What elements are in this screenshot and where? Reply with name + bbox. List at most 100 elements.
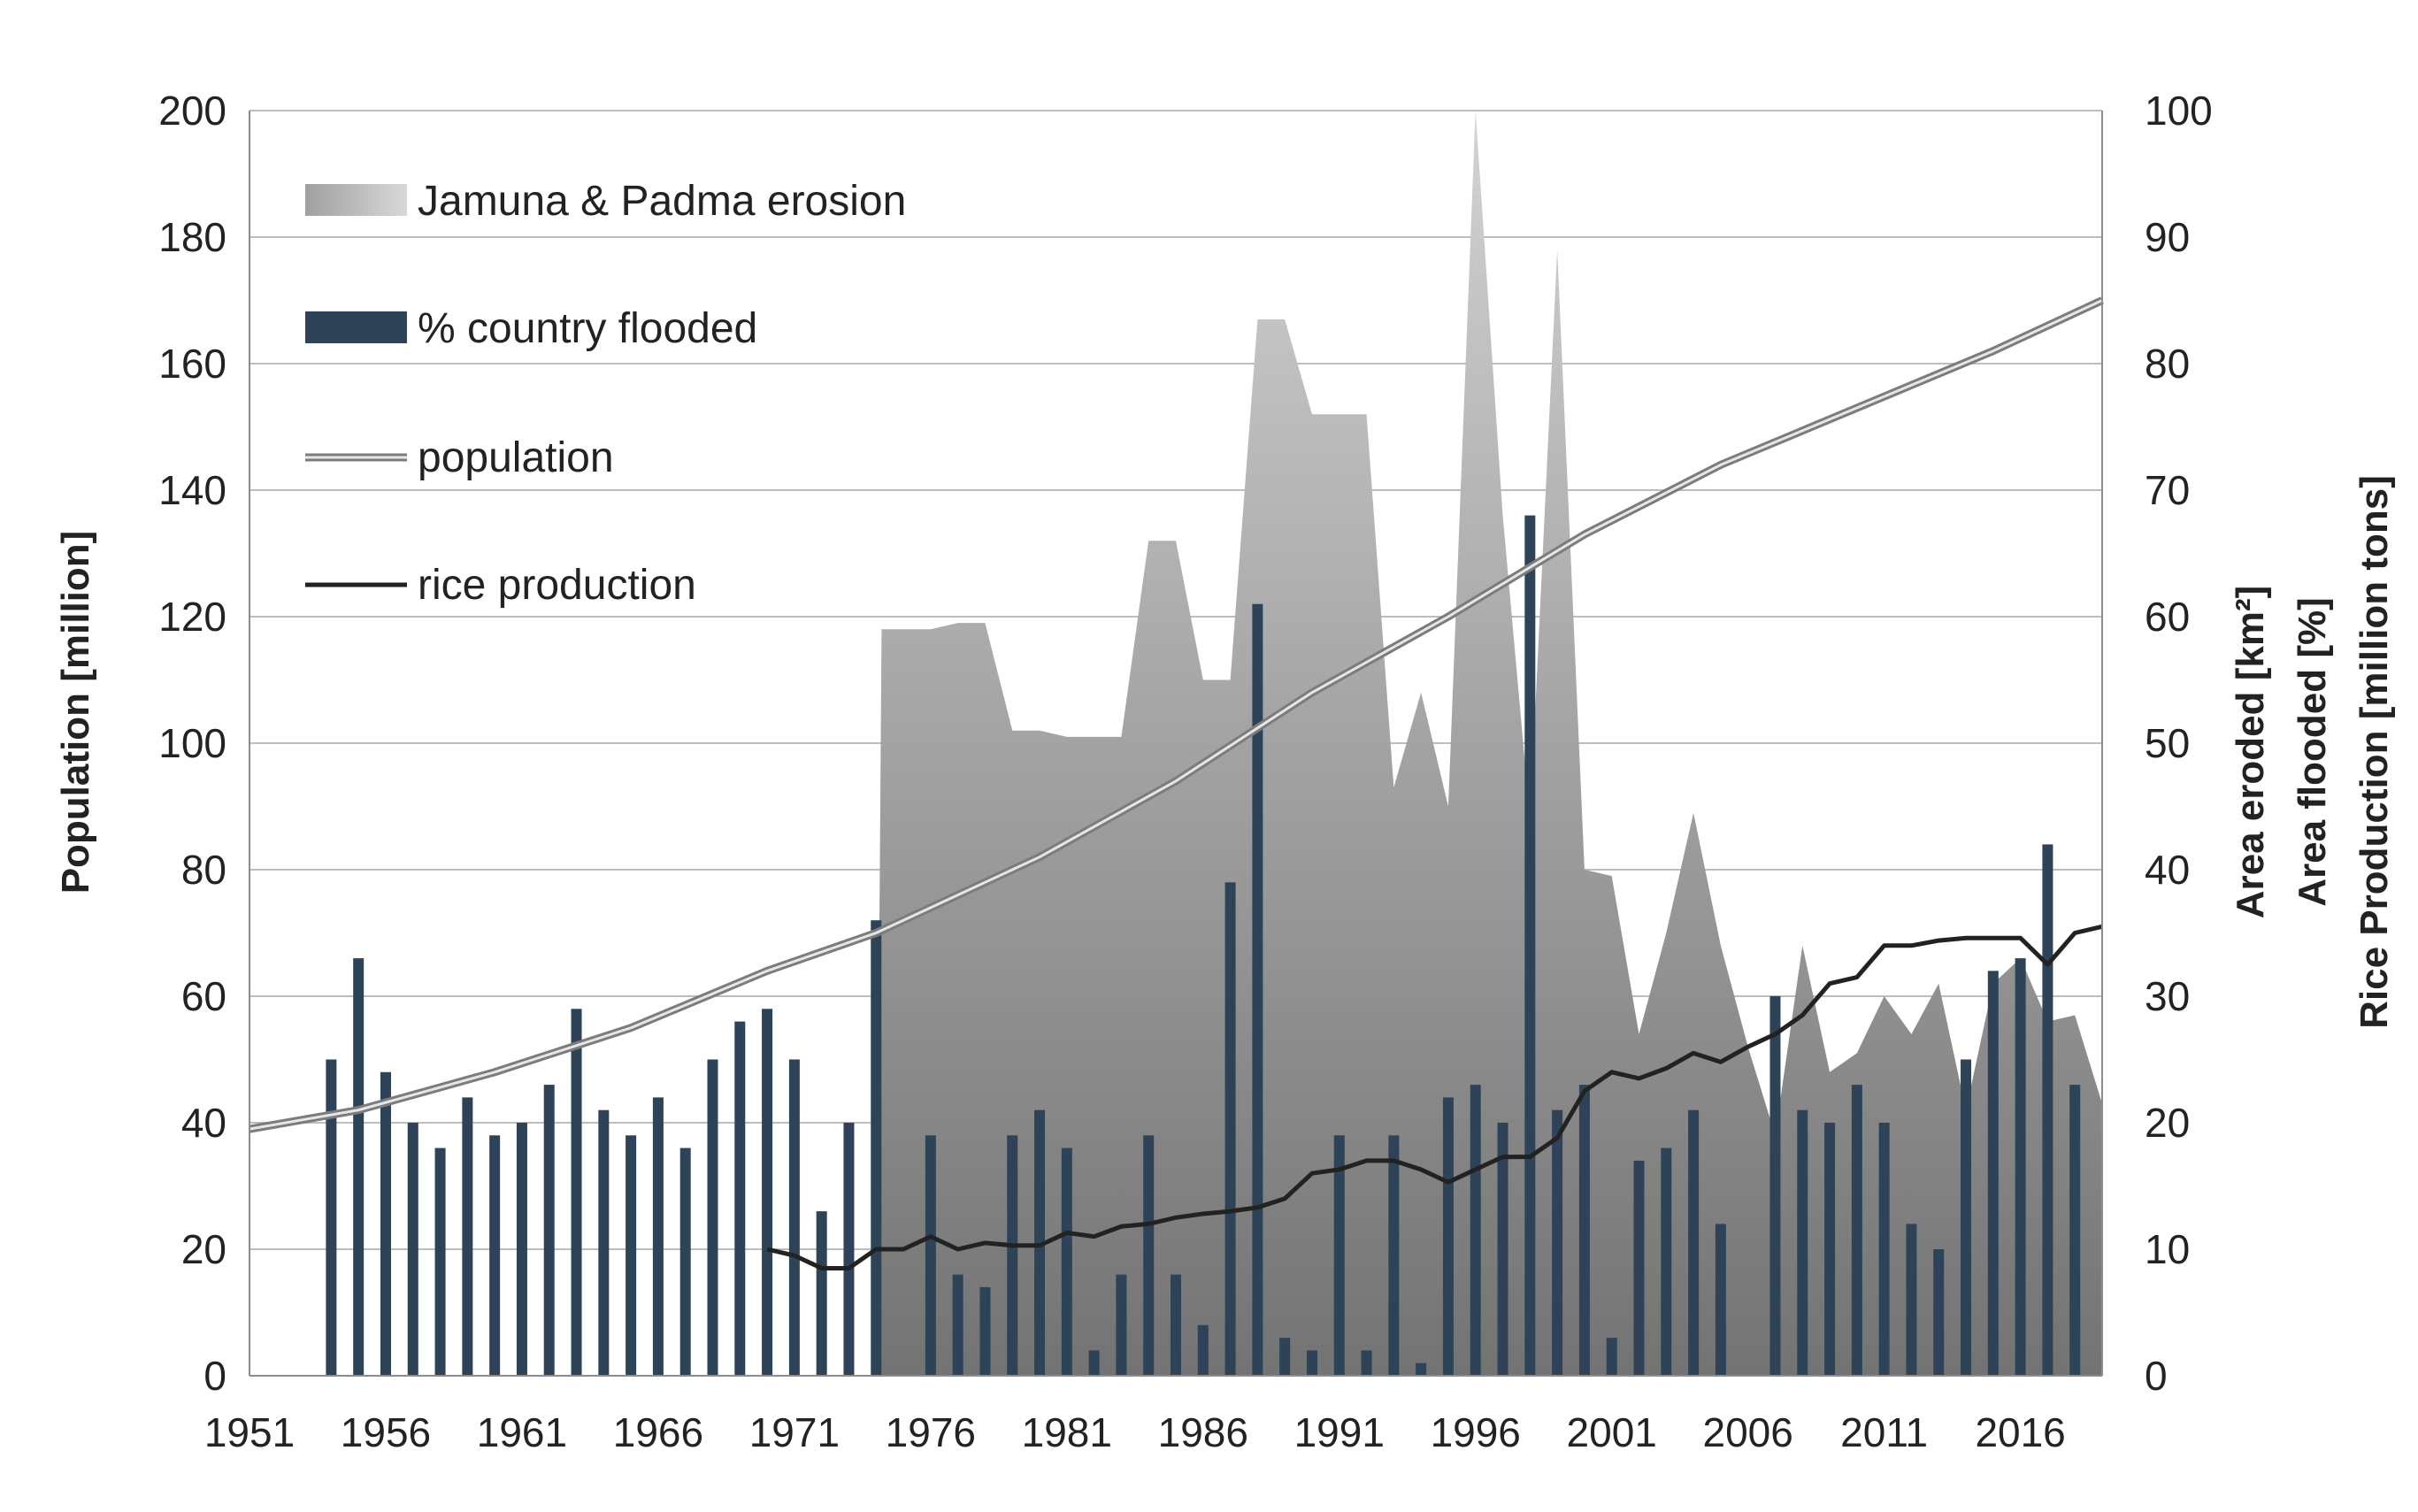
x-tick-label: 2016 (1975, 1409, 2065, 1455)
flood-bar (1797, 1109, 1808, 1376)
right-tick-label: 20 (2145, 1100, 2190, 1146)
flood-bar (952, 1274, 963, 1376)
flood-bar (1851, 1085, 1862, 1376)
right-tick-label: 50 (2145, 720, 2190, 766)
legend-label-erosion: Jamuna & Padma erosion (418, 178, 906, 225)
flood-bar (571, 1009, 582, 1376)
flood-bars (326, 515, 2081, 1376)
flood-bar (1224, 882, 1236, 1376)
left-tick-label: 80 (181, 847, 226, 893)
flood-bar (762, 1009, 773, 1376)
flood-bar (1061, 1147, 1072, 1376)
left-tick-label: 160 (158, 341, 226, 387)
flood-bar (1769, 996, 1781, 1376)
x-tick-label: 1976 (886, 1409, 976, 1455)
legend-item-erosion: Jamuna & Padma erosion (305, 178, 906, 225)
flood-bar (1878, 1123, 1890, 1376)
flood-bar (626, 1135, 637, 1376)
left-tick-label: 100 (158, 720, 226, 766)
flood-bar (516, 1123, 527, 1376)
flood-bar (1987, 971, 1999, 1376)
flood-bar (489, 1135, 501, 1376)
flood-bar (1279, 1338, 1291, 1376)
flood-bar (1933, 1249, 1945, 1376)
flood-bar (1552, 1109, 1563, 1376)
left-axis-ticks: 0 20 40 60 80 100 120 140 160 180 200 (158, 88, 226, 1399)
flood-bar (1578, 1085, 1590, 1376)
legend-label-rice: rice production (418, 562, 696, 609)
flood-bar (925, 1135, 936, 1376)
right-tick-label: 60 (2145, 594, 2190, 640)
flood-bar (2069, 1085, 2081, 1376)
flood-bar (979, 1286, 991, 1376)
right-axis-titles: Area eroded [km²] Area flooded [%] Rice … (2229, 475, 2396, 1029)
erosion-area (876, 111, 2103, 1376)
flood-bar (1143, 1135, 1155, 1376)
flood-bar (1470, 1085, 1481, 1376)
flood-bar (816, 1211, 827, 1376)
right-tick-label: 70 (2145, 467, 2190, 513)
flood-bar (679, 1147, 691, 1376)
flood-bar (1824, 1123, 1836, 1376)
flood-bar (1361, 1350, 1372, 1376)
left-tick-label: 140 (158, 467, 226, 513)
right-tick-label: 30 (2145, 973, 2190, 1019)
x-tick-label: 1971 (749, 1409, 840, 1455)
flood-bar (326, 1059, 337, 1376)
flood-bar (1524, 515, 1536, 1376)
legend-label-flooded: % country flooded (418, 305, 757, 352)
flood-bar (1688, 1109, 1700, 1376)
flood-bar (1116, 1274, 1127, 1376)
flood-bar (1171, 1274, 1181, 1376)
flood-bar (543, 1085, 555, 1376)
x-tick-label: 1996 (1431, 1409, 1521, 1455)
flood-bar (1088, 1350, 1100, 1376)
legend-item-flooded: % country flooded (305, 305, 757, 352)
x-tick-label: 2001 (1567, 1409, 1657, 1455)
flood-bar (2015, 958, 2026, 1376)
population-line-highlight (249, 299, 2103, 1131)
flood-bar (1661, 1147, 1672, 1376)
flood-bar (1306, 1350, 1317, 1376)
left-tick-label: 0 (203, 1353, 226, 1399)
flood-bar (1007, 1135, 1018, 1376)
right-tick-label: 90 (2145, 214, 2190, 260)
flood-bar (1906, 1224, 1917, 1376)
flood-bar (1034, 1109, 1046, 1376)
right-axis-ticks: 0 10 20 30 40 50 60 70 80 90 100 (2145, 88, 2213, 1399)
right-axis-title-rice: Rice Production [million tons] (2353, 475, 2396, 1029)
right-tick-label: 100 (2145, 88, 2213, 134)
flood-bar (734, 1021, 746, 1376)
flood-bar (1252, 603, 1263, 1376)
flood-bar (1606, 1338, 1617, 1376)
legend-swatch-erosion (305, 184, 407, 216)
flood-bar (843, 1123, 855, 1376)
flood-bar (652, 1097, 664, 1376)
flood-bar (1442, 1097, 1454, 1376)
left-tick-label: 40 (181, 1100, 226, 1146)
flood-bar (1633, 1160, 1645, 1376)
legend-swatch-flooded (305, 311, 407, 343)
right-tick-label: 10 (2145, 1226, 2190, 1272)
x-tick-label: 1966 (613, 1409, 703, 1455)
flood-bar (462, 1097, 473, 1376)
left-tick-label: 20 (181, 1226, 226, 1272)
flood-bar (1715, 1224, 1726, 1376)
flood-bar (380, 1071, 391, 1376)
flood-bar (434, 1147, 446, 1376)
x-tick-label: 1991 (1294, 1409, 1385, 1455)
x-tick-label: 1986 (1158, 1409, 1248, 1455)
flood-bar (353, 958, 365, 1376)
flood-bar (2042, 844, 2053, 1376)
legend-item-population: population (305, 434, 614, 481)
x-tick-label: 1951 (204, 1409, 295, 1455)
flood-bar (1333, 1135, 1345, 1376)
rice-production-line (766, 924, 2103, 1270)
x-tick-label: 1961 (477, 1409, 567, 1455)
right-tick-label: 0 (2145, 1353, 2168, 1399)
flood-bar (1388, 1135, 1400, 1376)
right-axis-title-flooded: Area flooded [%] (2291, 597, 2334, 907)
flood-bar (407, 1123, 418, 1376)
flood-bar (1497, 1123, 1508, 1376)
left-tick-label: 200 (158, 88, 226, 134)
